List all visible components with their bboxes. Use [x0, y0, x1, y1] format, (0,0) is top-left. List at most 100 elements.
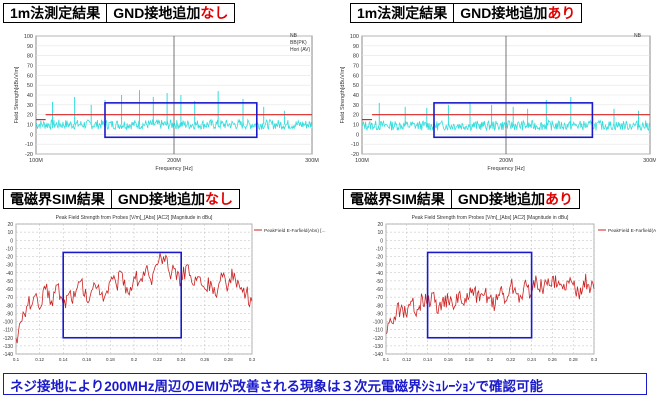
highlight-box: [62, 251, 183, 339]
y-tick-label: 20: [7, 222, 13, 228]
x-tick-label: 100M: [355, 158, 369, 164]
y-tick-label: 70: [27, 64, 33, 70]
y-tick-label: -110: [3, 328, 13, 334]
chart-title: Peak Field Strength from Probes [V/m]_[A…: [56, 215, 213, 221]
y-tick-label: 20: [377, 222, 383, 228]
y-tick-label: 90: [353, 44, 359, 50]
highlight-box: [426, 251, 533, 339]
y-tick-label: -130: [373, 344, 383, 350]
legend-entry: NB: [290, 33, 298, 39]
y-tick-label: -130: [3, 344, 13, 350]
header-sim-none: 電磁界SIM結果 GND接地追加なし: [3, 189, 241, 209]
y-tick-label: 40: [353, 93, 359, 99]
x-tick-label: 0.18: [465, 357, 474, 362]
measured-noise-line: [361, 119, 651, 132]
x-tick-label: 0.1: [383, 357, 390, 362]
y-tick-label: 30: [27, 103, 33, 109]
y-tick-label: -120: [373, 336, 383, 342]
y-tick-label: 0: [356, 132, 359, 138]
x-tick-label: 0.12: [402, 357, 411, 362]
x-tick-label: 300M: [643, 158, 656, 164]
y-tick-label: 60: [27, 73, 33, 79]
x-tick-label: 0.14: [423, 357, 432, 362]
x-tick-label: 0.28: [569, 357, 578, 362]
x-tick-label: 200M: [499, 158, 513, 164]
y-tick-label: -70: [6, 295, 13, 301]
y-tick-label: -20: [25, 152, 33, 158]
y-tick-label: -10: [376, 246, 383, 252]
legend-entry: PeakField E-Farfield(Abs) [...: [264, 228, 326, 234]
header-left-text: 1m法測定結果: [357, 5, 448, 21]
header-measure-none: 1m法測定結果 GND接地追加なし: [3, 3, 236, 23]
conclusion-text: ネジ接地により200MHz周辺のEMIが改善される現象は３次元電磁界ｼﾐｭﾚｰｼ…: [10, 379, 543, 394]
header-sim-with: 電磁界SIM結果 GND接地追加あり: [343, 189, 581, 209]
x-tick-label: 0.3: [591, 357, 598, 362]
y-tick-label: 50: [27, 83, 33, 89]
y-tick-label: -140: [373, 352, 383, 358]
x-tick-label: 0.28: [224, 357, 233, 362]
y-tick-label: -100: [373, 320, 383, 326]
y-tick-label: 80: [27, 54, 33, 60]
y-tick-label: -80: [6, 303, 13, 309]
y-tick-label: 10: [7, 230, 13, 236]
y-tick-label: 50: [353, 83, 359, 89]
conclusion-banner: ネジ接地により200MHz周辺のEMIが改善される現象は３次元電磁界ｼﾐｭﾚｰｼ…: [3, 373, 647, 395]
y-tick-label: -70: [376, 295, 383, 301]
legend-entry: NB: [634, 33, 642, 39]
simulation-chart-none: Peak Field Strength from Probes [V/m]_[A…: [3, 215, 326, 362]
y-axis-label: Field Strength[dBuV/m]: [340, 66, 346, 123]
highlight-box: [433, 102, 594, 139]
header-right-text: GND接地追加なし: [106, 4, 234, 22]
y-tick-label: -140: [3, 352, 13, 358]
chart-title: Peak Field Strength from Probes [V/m]_[A…: [412, 215, 569, 221]
x-tick-label: 0.22: [506, 357, 515, 362]
y-tick-label: 20: [27, 113, 33, 119]
y-tick-label: -100: [3, 320, 13, 326]
y-tick-label: -20: [376, 255, 383, 261]
y-tick-label: 70: [353, 64, 359, 70]
header-left-text: 1m法測定結果: [10, 5, 101, 21]
y-tick-label: 0: [10, 238, 13, 244]
y-tick-label: -50: [6, 279, 13, 285]
y-tick-label: 0: [380, 238, 383, 244]
y-tick-label: 30: [353, 103, 359, 109]
x-tick-label: 0.2: [487, 357, 494, 362]
x-tick-label: 0.22: [153, 357, 162, 362]
x-tick-label: 0.24: [177, 357, 186, 362]
y-tick-label: -110: [373, 328, 383, 334]
sim-series-line: [385, 273, 595, 334]
y-tick-label: 100: [350, 34, 359, 40]
y-tick-label: 90: [27, 44, 33, 50]
y-tick-label: 40: [27, 93, 33, 99]
y-tick-label: 20: [353, 113, 359, 119]
header-left-text: 電磁界SIM結果: [10, 191, 105, 207]
y-tick-label: -20: [6, 255, 13, 261]
header-right-text: GND接地追加あり: [450, 190, 579, 208]
y-tick-label: -60: [376, 287, 383, 293]
y-tick-label: -30: [6, 263, 13, 269]
y-tick-label: 10: [27, 123, 33, 129]
y-tick-label: -10: [6, 246, 13, 252]
y-tick-label: -80: [376, 303, 383, 309]
y-tick-label: 10: [377, 230, 383, 236]
measurement-chart-with: -20 -10 0 10 20 30 40 50 60 70 80 90 100 100M 200M 300M…: [340, 33, 656, 172]
y-tick-label: 10: [353, 123, 359, 129]
y-tick-label: 0: [30, 132, 33, 138]
y-tick-label: -10: [351, 142, 359, 148]
y-tick-label: -20: [351, 152, 359, 158]
x-tick-label: 0.18: [106, 357, 115, 362]
header-left-text: 電磁界SIM結果: [350, 191, 445, 207]
y-tick-label: -120: [3, 336, 13, 342]
measurement-chart-none: -20 -10 0 10 20 30 40 50 60 70 80 90 100 100M 200M 300M…: [14, 33, 319, 172]
x-tick-label: 0.16: [444, 357, 453, 362]
y-tick-label: -60: [6, 287, 13, 293]
x-tick-label: 300M: [305, 158, 319, 164]
legend-entry: PeakField E-Farfield(Abs) [...: [608, 228, 656, 234]
x-tick-label: 200M: [167, 158, 181, 164]
measured-noise-line: [35, 118, 313, 131]
y-axis-label: Field Strength[dBuV/m]: [14, 66, 20, 123]
header-right-text: GND接地追加あり: [453, 4, 581, 22]
y-tick-label: -90: [6, 311, 13, 317]
y-tick-label: 80: [353, 54, 359, 60]
x-tick-label: 0.14: [59, 357, 68, 362]
